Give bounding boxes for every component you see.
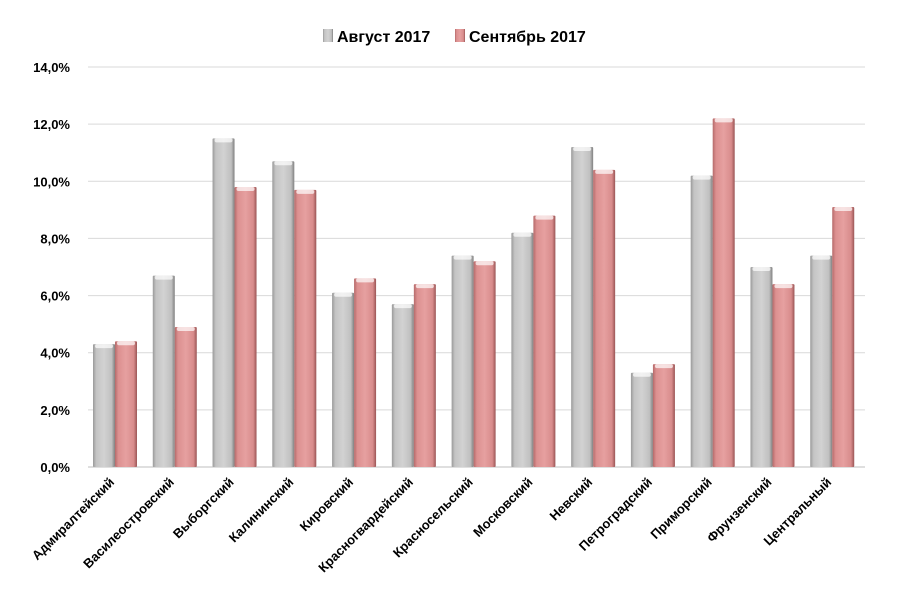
- bar-august: [571, 147, 594, 467]
- y-tick-label: 2,0%: [40, 403, 70, 418]
- bar-highlight: [176, 327, 195, 331]
- bar-highlight: [356, 278, 375, 283]
- bar-august: [272, 161, 295, 468]
- bar-august: [332, 292, 355, 467]
- bar-highlight: [513, 232, 532, 237]
- y-axis-ticks: 0,0% 2,0% 4,0% 6,0% 8,0% 10,0% 12,0% 14,0%: [33, 60, 70, 475]
- bar-highlight: [692, 175, 711, 180]
- bar-september: [234, 187, 257, 467]
- bar-highlight: [274, 161, 293, 166]
- bar-august: [152, 275, 175, 467]
- bar-highlight: [415, 284, 434, 289]
- bar-highlight: [595, 169, 614, 174]
- bar-august: [93, 344, 115, 467]
- bar-highlight: [236, 187, 255, 191]
- bar-september: [354, 278, 377, 467]
- bar-september: [772, 284, 795, 467]
- x-tick-label: Невский: [546, 475, 595, 524]
- bar-august: [750, 267, 773, 467]
- bar-september: [294, 189, 317, 467]
- legend-label: Сентябрь 2017: [469, 29, 586, 46]
- bar-highlight: [154, 275, 173, 280]
- bar-highlight: [714, 118, 733, 123]
- bar-september: [473, 261, 496, 467]
- bar-august: [451, 255, 474, 467]
- bar-highlight: [774, 284, 793, 289]
- x-tick-label: Приморский: [647, 475, 714, 542]
- y-tick-label: 4,0%: [40, 346, 70, 361]
- bar-highlight: [393, 304, 412, 309]
- x-tick-label: Выборгский: [170, 475, 237, 542]
- bar-september: [533, 215, 556, 467]
- bar-highlight: [475, 261, 494, 266]
- bar-highlight: [535, 215, 554, 220]
- y-tick-label: 0,0%: [40, 460, 70, 475]
- bar-august: [391, 304, 414, 467]
- bar-august: [212, 138, 235, 467]
- bars: [93, 118, 855, 468]
- legend-swatch: [323, 29, 333, 42]
- bar-highlight: [654, 364, 673, 369]
- bar-september: [832, 207, 855, 467]
- bar-highlight: [812, 255, 831, 260]
- y-tick-label: 8,0%: [40, 231, 70, 246]
- y-tick-label: 10,0%: [33, 174, 70, 189]
- y-tick-label: 6,0%: [40, 289, 70, 304]
- bar-august: [511, 232, 534, 467]
- bar-september: [115, 341, 137, 467]
- bar-highlight: [573, 147, 592, 151]
- bar-august: [810, 255, 833, 467]
- bar-highlight: [334, 292, 353, 297]
- bar-highlight: [214, 138, 233, 143]
- x-tick-label: Кировский: [297, 475, 357, 535]
- bar-september: [174, 327, 197, 467]
- x-axis-labels: АдмиралтейскийВасилеостровскийВыборгский…: [29, 475, 835, 576]
- bar-september: [593, 169, 616, 467]
- bar-highlight: [117, 341, 135, 346]
- bar-september: [413, 284, 436, 467]
- y-tick-label: 14,0%: [33, 60, 70, 75]
- y-tick-label: 12,0%: [33, 117, 70, 132]
- bar-highlight: [453, 255, 472, 260]
- bar-august: [690, 175, 713, 468]
- bar-highlight: [632, 372, 651, 377]
- bar-highlight: [95, 344, 113, 349]
- bar-highlight: [296, 189, 315, 194]
- bar-highlight: [752, 267, 771, 271]
- legend-swatch: [455, 29, 465, 42]
- legend-label: Август 2017: [337, 29, 430, 46]
- bar-highlight: [834, 207, 853, 211]
- bar-september: [712, 118, 735, 467]
- x-tick-label: Московский: [470, 475, 535, 540]
- bar-august: [630, 372, 653, 467]
- legend: Август 2017 Сентябрь 2017: [323, 29, 586, 46]
- bar-september: [652, 364, 675, 467]
